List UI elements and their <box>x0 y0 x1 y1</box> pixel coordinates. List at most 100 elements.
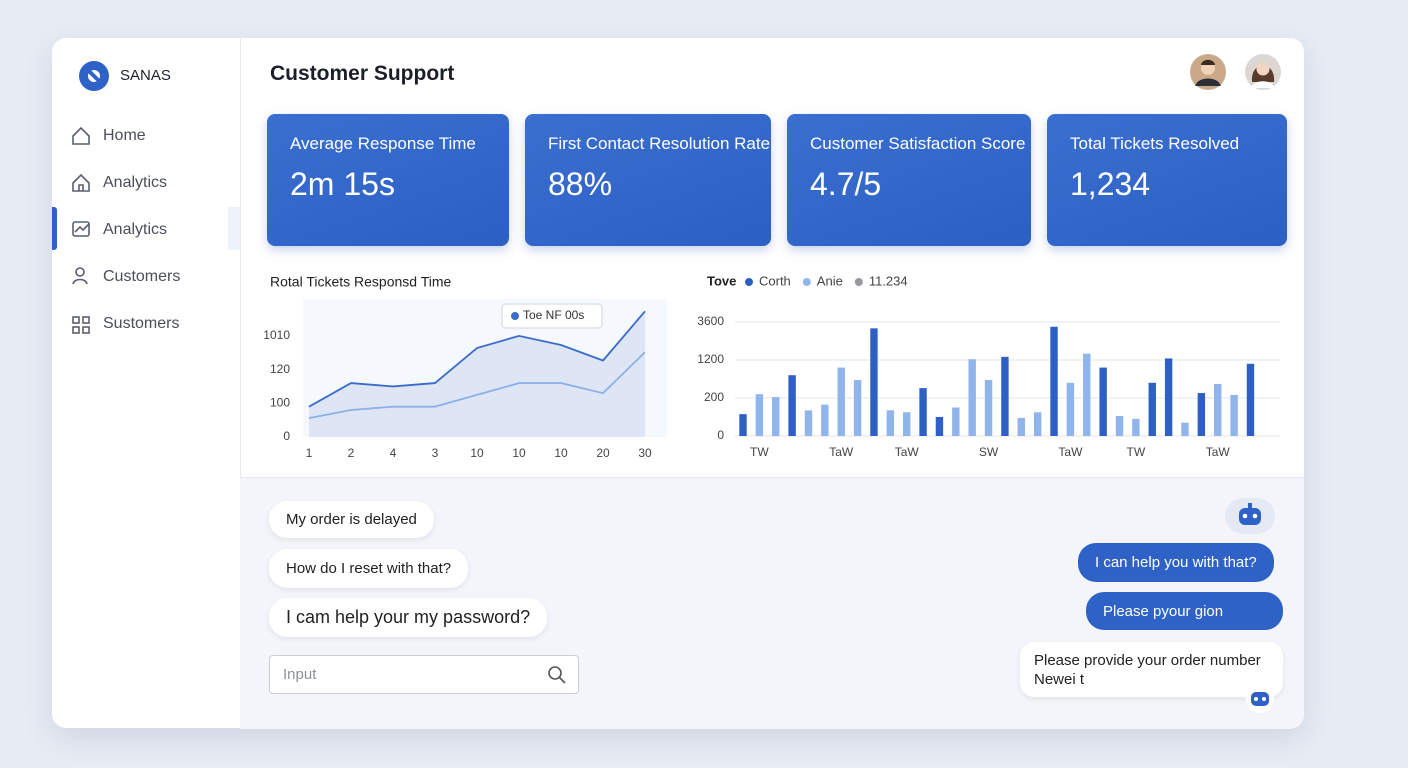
bar <box>903 412 911 436</box>
chat-input[interactable]: Input <box>269 655 579 694</box>
bar <box>1197 393 1206 436</box>
kpi-label: First Contact Resolution Rate <box>548 134 771 153</box>
bot-message: Please pyour gion <box>1086 592 1283 630</box>
user-message: My order is delayed <box>269 501 434 538</box>
bot-message: I can help you with that? <box>1078 543 1274 582</box>
plot-area <box>303 298 667 437</box>
bar <box>1115 416 1124 436</box>
bar <box>1230 394 1238 436</box>
y-tick-label: 100 <box>270 395 290 409</box>
active-highlight <box>228 207 240 250</box>
nav-item[interactable]: Analytics <box>103 221 168 238</box>
user-message: How do I reset with that? <box>269 549 469 588</box>
bar <box>1148 382 1156 436</box>
bot-card-line: Please provide your order number <box>1034 652 1261 669</box>
nav-item[interactable]: Home <box>103 127 146 144</box>
bar <box>1066 382 1075 436</box>
kpi-value: 88% <box>548 166 613 202</box>
bar <box>755 394 764 436</box>
bar <box>1132 418 1140 436</box>
input-placeholder: Input <box>283 666 317 683</box>
x-tick-label: 1 <box>306 446 313 460</box>
x-tick-label: 4 <box>390 446 397 460</box>
chart-title: Rotal Tickets Responsd Time <box>270 274 452 290</box>
nav-item[interactable]: Sustomers <box>103 315 180 332</box>
x-tick-label: 30 <box>638 446 652 460</box>
kpi-value: 2m 15s <box>290 166 395 202</box>
bar <box>1246 363 1255 436</box>
x-tick-label: TW <box>750 445 769 459</box>
line-area <box>309 311 645 437</box>
nav-icons <box>72 126 90 334</box>
bar <box>739 414 747 436</box>
x-tick-label: 10 <box>554 446 568 460</box>
bot-icon <box>1225 498 1275 534</box>
y-tick-label: 120 <box>270 362 290 376</box>
logo-icon <box>79 61 109 91</box>
legend-dot <box>854 278 863 286</box>
bar <box>870 328 878 436</box>
x-tick-label: 2 <box>348 446 355 460</box>
bar <box>935 417 944 436</box>
kpi-card: First Contact Resolution Rate 88% <box>525 114 771 246</box>
bar <box>772 397 780 436</box>
bar <box>1017 417 1025 436</box>
kpi-label: Customer Satisfaction Score <box>810 134 1026 153</box>
kpi-label: Average Response Time <box>290 134 476 153</box>
x-tick-label: TaW <box>829 445 854 459</box>
brand-logo <box>77 58 111 94</box>
kpi-label: Total Tickets Resolved <box>1070 134 1240 153</box>
bar <box>821 404 829 436</box>
kpi-card: Average Response Time 2m 15s <box>267 114 509 246</box>
legend-box <box>501 303 603 329</box>
kpi-value: 4.7/5 <box>810 166 882 202</box>
bar <box>853 379 862 436</box>
kpi-value: 1,234 <box>1070 166 1151 202</box>
x-tick-label: 3 <box>432 446 439 460</box>
legend-label: Toe NF 00s <box>523 308 584 322</box>
nav-item[interactable]: Analytics <box>103 174 168 191</box>
x-tick-label: TaW <box>895 445 920 459</box>
brand-name: SANAS <box>120 67 171 84</box>
y-tick-label: 0 <box>717 428 724 442</box>
search-icon[interactable] <box>547 665 567 685</box>
legend-label: 11.234 <box>869 273 908 288</box>
bar <box>919 388 927 436</box>
bot-card-line: Newei t <box>1034 671 1085 688</box>
bar <box>804 410 813 436</box>
line <box>308 310 646 408</box>
legend-dot <box>802 278 811 286</box>
y-tick-label: 1200 <box>697 352 724 366</box>
line <box>308 351 646 420</box>
bar <box>1083 353 1091 436</box>
legend-dot <box>745 278 753 286</box>
bar <box>1033 412 1042 436</box>
nav-item[interactable]: Customers <box>103 268 181 285</box>
x-tick-label: SW <box>979 445 999 459</box>
bar <box>952 407 960 436</box>
active-indicator <box>52 207 57 250</box>
bar <box>1050 326 1058 436</box>
bar <box>788 375 796 436</box>
sidebar <box>52 38 241 728</box>
bar <box>968 359 976 436</box>
avatars[interactable] <box>1188 52 1284 92</box>
kpi-card: Total Tickets Resolved 1,234 <box>1047 114 1287 246</box>
kpi-card: Customer Satisfaction Score 4.7/5 <box>787 114 1031 246</box>
page-title: Customer Support <box>270 62 455 85</box>
x-tick-label: TaW <box>1058 445 1083 459</box>
y-tick-label: 3600 <box>697 314 724 328</box>
bot-icon <box>1246 685 1274 713</box>
legend-label: Anie <box>817 273 843 288</box>
bar <box>1164 358 1173 436</box>
y-tick-label: 200 <box>704 390 724 404</box>
legend-dot <box>511 312 519 320</box>
x-tick-label: 20 <box>596 446 610 460</box>
bar <box>837 367 845 436</box>
bot-card: Please provide your order number Newei t <box>1020 642 1283 697</box>
bar <box>1001 356 1009 436</box>
user-message: I cam help your my password? <box>269 598 548 637</box>
x-tick-label: 10 <box>512 446 526 460</box>
bar <box>984 379 993 436</box>
